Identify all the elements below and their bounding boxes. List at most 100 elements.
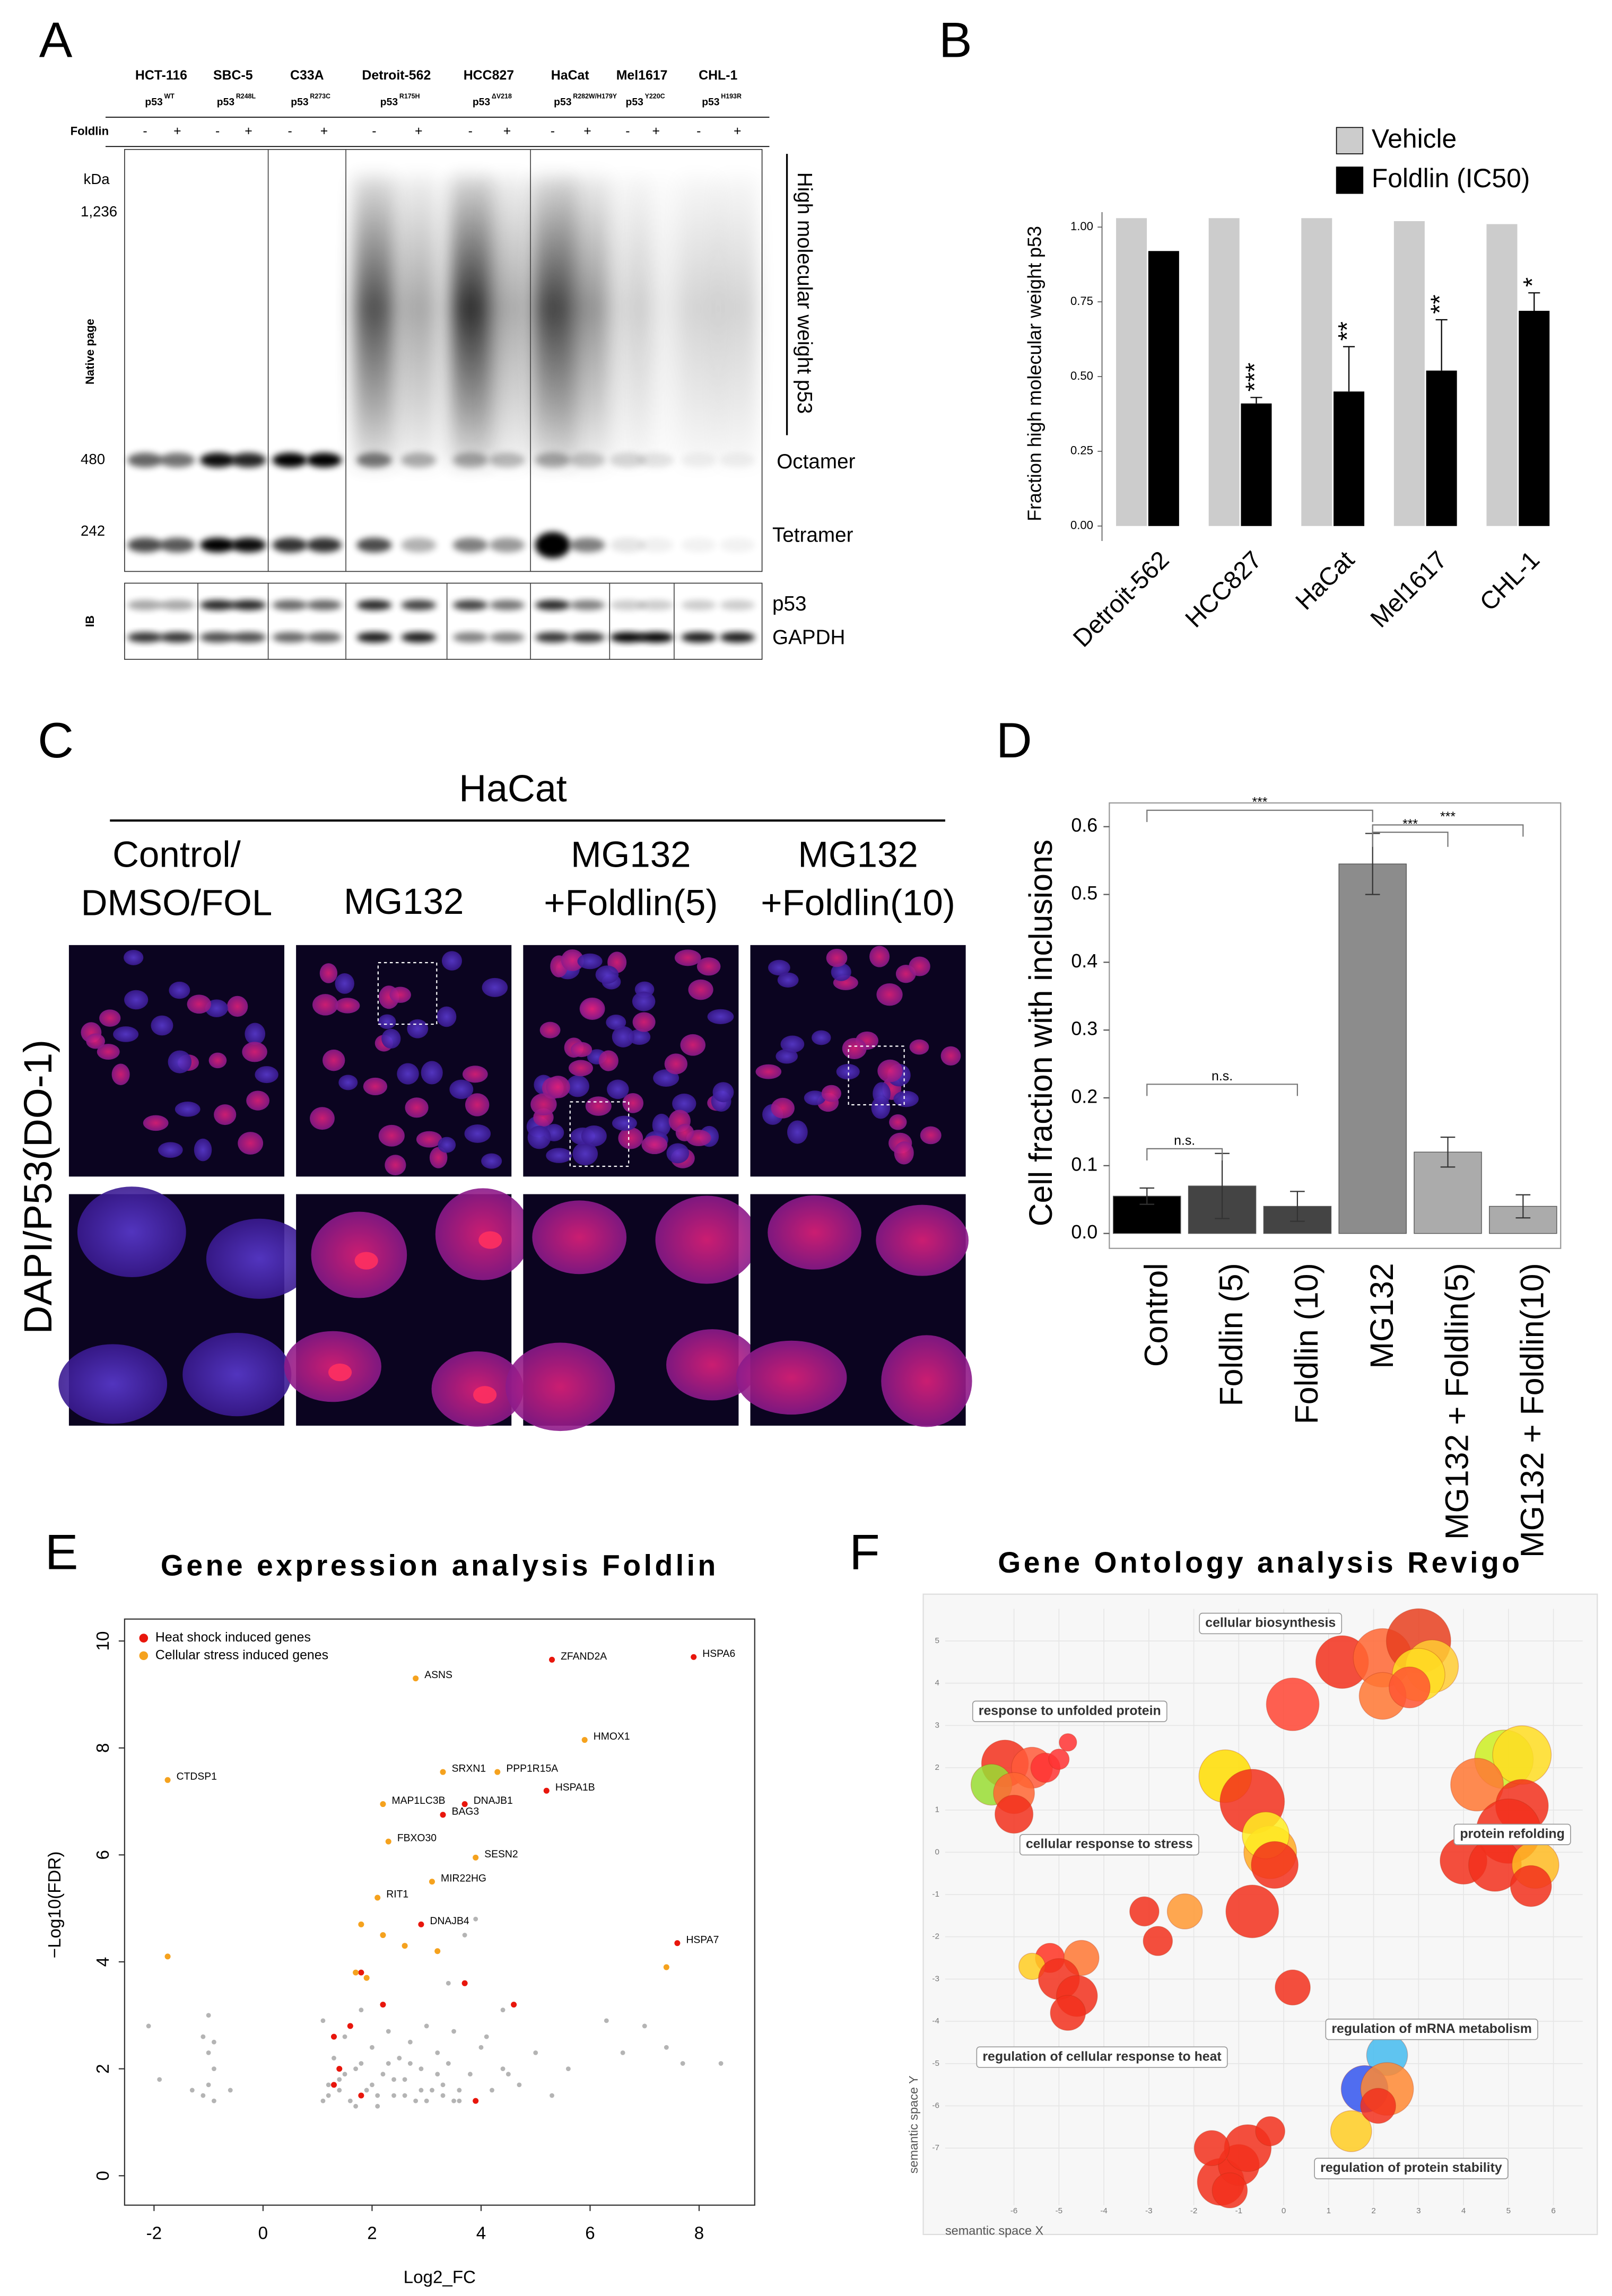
nucleus-zoom [58,1344,168,1424]
nucleus-zoom [666,1329,759,1401]
mutation: WT [164,93,175,100]
annotation-box [1019,1834,1199,1856]
point [413,1675,419,1682]
significance: * [1518,277,1546,287]
tetramer-band [720,537,755,553]
point [533,2050,538,2055]
annotation-box [976,2046,1228,2068]
row-label: DAPI/P53(DO-1) [15,1040,60,1334]
nucleus [622,1093,644,1113]
nucleus [804,1090,826,1105]
nucleus [920,1126,942,1145]
x-tick-label: 2 [1371,2206,1375,2215]
treatment-sign: + [583,124,591,138]
nucleus [381,1028,401,1049]
bubble [1166,1893,1203,1930]
point [451,2029,456,2034]
y-axis-label: −Log10(FDR) [45,1852,65,1959]
annotation: cellular response to stress [1026,1837,1193,1852]
tetramer-band [452,537,488,553]
treatment-sign: - [625,124,630,138]
octamer-band [489,452,525,468]
nucleus [561,949,584,972]
annotation: response to unfolded protein [979,1703,1161,1718]
bar [1301,218,1332,526]
x-axis-label: semantic space X [945,2224,1044,2238]
nucleus [696,957,721,976]
point [347,2023,353,2029]
nucleus [319,963,338,983]
genotype: p53 [473,97,491,108]
panel-letter: E [45,1524,79,1580]
nucleus [539,1022,561,1038]
nucleus [378,1124,405,1147]
point [206,2050,211,2055]
marker: 480 [81,451,105,467]
tetramer-band [535,531,571,558]
zoom-box [377,962,438,1025]
point [228,2088,233,2093]
nucleus [465,1093,490,1116]
nucleus [389,987,411,1003]
point [374,1895,381,1901]
point [674,1940,681,1946]
point [457,2088,462,2093]
inclusion [473,1386,497,1404]
point [664,2045,669,2050]
nucleus [812,1030,831,1045]
comparison-bracket [1372,824,1524,837]
ib-gapdh-band [199,632,236,643]
ib-p53-band [401,600,437,610]
point [337,2077,342,2082]
nucleus [712,1082,734,1103]
comparison-bracket [1146,1084,1298,1096]
point [517,2082,522,2088]
nucleus [99,1009,121,1027]
point [342,2072,347,2077]
y-tick-label: 0.75 [1070,294,1093,308]
nucleus-zoom [768,1195,861,1270]
point [440,1769,446,1775]
y-axis-label: Fraction high molecular weight p53 [1024,226,1045,521]
point [189,2088,195,2093]
x-tick-label: Control [1138,1263,1174,1367]
smear [450,176,491,469]
x-tick-label: 6 [1551,2206,1555,2215]
mutation: R248L [236,93,256,100]
point [461,1980,468,1986]
mutation: ΔV218 [492,93,512,100]
mutation: R273C [310,93,330,100]
point [330,2033,337,2040]
y-tick-label: 0.2 [1071,1085,1097,1107]
nucleus [169,981,190,999]
nucleus [449,1079,474,1099]
treatment-sign: - [143,124,147,138]
smear [635,176,677,469]
bar [1519,311,1550,526]
point [206,2013,211,2018]
nucleus [113,1026,139,1042]
ib-gapdh-band [720,632,755,643]
panel-letter: D [996,712,1032,768]
nucleus [580,999,604,1019]
bubble [1143,1926,1173,1956]
legend-label: Heat shock induced genes [155,1630,311,1645]
tetramer-band [681,537,717,553]
point-label: PPP1R15A [506,1764,558,1775]
nucleus [194,1138,212,1162]
nucleus [245,1023,266,1045]
point [363,1975,370,1981]
bar [1208,218,1240,526]
bubble [1212,2172,1248,2208]
point-label: BAG3 [452,1806,480,1817]
octamer-band [231,452,266,468]
nucleus [831,963,851,981]
significance: ** [1425,294,1453,314]
point [446,1980,451,1986]
point [435,2072,440,2077]
nucleus [421,1061,443,1085]
marker: 242 [81,522,105,539]
point [375,2093,380,2098]
bar [1241,403,1272,526]
point [407,2039,413,2045]
